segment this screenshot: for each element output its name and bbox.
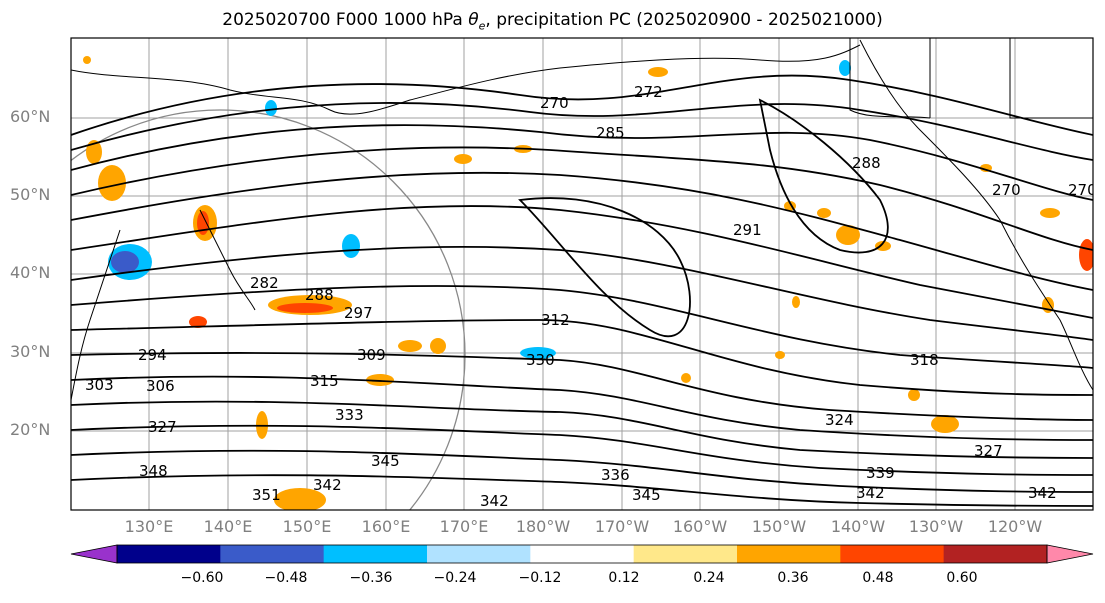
- colorbar-tick: −0.12: [518, 570, 562, 586]
- theta-e-contours: [71, 74, 1093, 507]
- contour-label: 270: [1068, 181, 1097, 199]
- lon-label-150w: 150°W: [751, 517, 807, 536]
- contour-label: 270: [540, 94, 569, 112]
- lon-label-130e: 130°E: [124, 517, 174, 536]
- lon-label-140e: 140°E: [203, 517, 253, 536]
- contour-labels: 270 272 285 288 270 270 291 282 288 297 …: [85, 83, 1097, 510]
- lat-label-50n: 50°N: [10, 185, 51, 204]
- contour-label: 297: [344, 304, 373, 322]
- map-title: 2025020700 F000 1000 hPa θe, precipitati…: [0, 10, 1105, 32]
- contour-label: 270: [992, 181, 1021, 199]
- contour-label: 327: [974, 442, 1003, 460]
- contour-label: 345: [371, 452, 400, 470]
- colorbar-tick: −0.36: [349, 570, 393, 586]
- lon-label-160e: 160°E: [361, 517, 411, 536]
- contour-label: 272: [634, 83, 663, 101]
- contour-label: 342: [480, 492, 509, 510]
- reference-circle: [71, 109, 466, 510]
- contour-label: 303: [85, 376, 114, 394]
- title-theta: θ: [468, 10, 479, 30]
- contour-label: 324: [825, 411, 854, 429]
- lon-label-170w: 170°W: [594, 517, 650, 536]
- contour-label: 342: [313, 476, 342, 494]
- colorbar-tick: 0.60: [946, 570, 978, 586]
- title-prefix: 2025020700 F000 1000 hPa: [222, 10, 469, 30]
- contour-label: 285: [596, 124, 625, 142]
- coastlines: [71, 38, 1093, 401]
- contour-label: 327: [148, 418, 177, 436]
- lon-label-120w: 120°W: [987, 517, 1043, 536]
- contour-label: 309: [357, 346, 386, 364]
- contour-label: 348: [139, 462, 168, 480]
- lon-label-140w: 140°W: [830, 517, 886, 536]
- colorbar-tick: 0.48: [862, 570, 894, 586]
- contour-label: 339: [866, 464, 895, 482]
- contour-label: 306: [146, 377, 175, 395]
- contour-label: 291: [733, 221, 762, 239]
- lon-label-170e: 170°E: [439, 517, 489, 536]
- precipitation-shading: [83, 56, 1093, 510]
- lat-label-30n: 30°N: [10, 342, 51, 361]
- contour-label: 336: [601, 466, 630, 484]
- contour-label: 294: [138, 346, 167, 364]
- contour-label: 342: [856, 484, 885, 502]
- colorbar-tick: 0.36: [777, 570, 809, 586]
- colorbar-tick: −0.48: [264, 570, 308, 586]
- colorbar-tick: −0.60: [180, 570, 224, 586]
- contour-label: 333: [335, 406, 364, 424]
- title-theta-subscript: e: [478, 19, 486, 33]
- colorbar-tick: 0.24: [693, 570, 725, 586]
- lat-label-60n: 60°N: [10, 107, 51, 126]
- lon-label-180w: 180°W: [515, 517, 571, 536]
- contour-label: 342: [1028, 484, 1057, 502]
- contour-label: 315: [310, 372, 339, 390]
- contour-label: 351: [252, 486, 281, 504]
- contour-label: 345: [632, 486, 661, 504]
- contour-label: 330: [526, 351, 555, 369]
- contour-label: 288: [305, 286, 334, 304]
- colorbar-tick: 0.12: [608, 570, 640, 586]
- map-frame: [70, 37, 1094, 511]
- contour-label: 312: [541, 311, 570, 329]
- lon-label-160w: 160°W: [672, 517, 728, 536]
- contour-label: 282: [250, 274, 279, 292]
- gridlines: [71, 38, 1093, 510]
- colorbar-tick: −0.24: [433, 570, 477, 586]
- contour-label: 318: [910, 351, 939, 369]
- lat-label-20n: 20°N: [10, 420, 51, 439]
- lat-label-40n: 40°N: [10, 263, 51, 282]
- lon-label-150e: 150°E: [282, 517, 332, 536]
- contour-label: 288: [852, 154, 881, 172]
- title-suffix: , precipitation PC (2025020900 - 2025021…: [485, 10, 883, 30]
- lon-label-130w: 130°W: [908, 517, 964, 536]
